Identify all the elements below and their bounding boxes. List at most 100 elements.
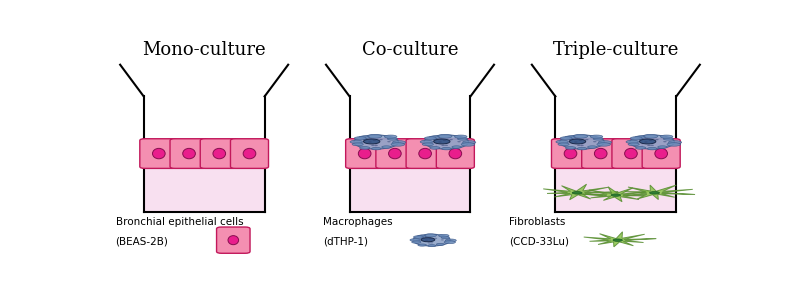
Text: Triple-culture: Triple-culture bbox=[553, 41, 679, 59]
Text: Macrophages: Macrophages bbox=[323, 217, 393, 227]
Ellipse shape bbox=[371, 145, 374, 146]
Ellipse shape bbox=[369, 138, 372, 139]
Ellipse shape bbox=[661, 135, 673, 138]
Ellipse shape bbox=[443, 140, 446, 141]
Ellipse shape bbox=[639, 139, 656, 144]
Ellipse shape bbox=[643, 134, 658, 138]
Ellipse shape bbox=[410, 239, 420, 241]
Ellipse shape bbox=[570, 139, 586, 144]
Ellipse shape bbox=[213, 148, 226, 159]
FancyBboxPatch shape bbox=[642, 139, 680, 168]
Ellipse shape bbox=[444, 241, 455, 244]
Ellipse shape bbox=[635, 147, 646, 149]
Ellipse shape bbox=[667, 143, 681, 146]
Ellipse shape bbox=[594, 148, 607, 159]
Ellipse shape bbox=[446, 239, 456, 242]
Ellipse shape bbox=[461, 143, 474, 146]
Ellipse shape bbox=[358, 148, 371, 159]
Ellipse shape bbox=[565, 136, 575, 138]
Ellipse shape bbox=[458, 141, 461, 142]
Ellipse shape bbox=[441, 239, 444, 240]
Ellipse shape bbox=[611, 194, 621, 196]
Ellipse shape bbox=[564, 148, 577, 159]
Ellipse shape bbox=[560, 135, 604, 149]
FancyBboxPatch shape bbox=[230, 139, 269, 168]
FancyBboxPatch shape bbox=[200, 139, 238, 168]
Ellipse shape bbox=[350, 140, 362, 143]
Ellipse shape bbox=[153, 148, 165, 159]
Ellipse shape bbox=[387, 138, 398, 140]
FancyBboxPatch shape bbox=[140, 139, 178, 168]
Ellipse shape bbox=[462, 141, 476, 144]
Ellipse shape bbox=[228, 235, 238, 245]
Ellipse shape bbox=[650, 145, 654, 146]
Ellipse shape bbox=[438, 134, 452, 138]
Ellipse shape bbox=[418, 235, 426, 237]
Ellipse shape bbox=[421, 238, 435, 242]
Ellipse shape bbox=[577, 145, 581, 146]
Polygon shape bbox=[543, 184, 618, 200]
Ellipse shape bbox=[359, 147, 370, 149]
Ellipse shape bbox=[585, 139, 589, 140]
Ellipse shape bbox=[649, 140, 652, 141]
Ellipse shape bbox=[598, 141, 611, 144]
Ellipse shape bbox=[430, 147, 440, 149]
Ellipse shape bbox=[663, 141, 666, 142]
Ellipse shape bbox=[413, 234, 450, 246]
Ellipse shape bbox=[391, 143, 405, 146]
Ellipse shape bbox=[445, 145, 448, 146]
Ellipse shape bbox=[379, 139, 382, 140]
Ellipse shape bbox=[442, 147, 451, 150]
Ellipse shape bbox=[560, 137, 572, 140]
Ellipse shape bbox=[434, 238, 437, 239]
Ellipse shape bbox=[428, 245, 436, 247]
Ellipse shape bbox=[574, 141, 578, 143]
Ellipse shape bbox=[454, 135, 467, 138]
Ellipse shape bbox=[436, 243, 444, 245]
FancyBboxPatch shape bbox=[376, 139, 414, 168]
Ellipse shape bbox=[572, 192, 582, 194]
Ellipse shape bbox=[429, 238, 432, 239]
Ellipse shape bbox=[580, 145, 584, 146]
Text: (CCD-33Lu): (CCD-33Lu) bbox=[510, 236, 570, 246]
Ellipse shape bbox=[558, 143, 569, 146]
Ellipse shape bbox=[385, 135, 397, 138]
Ellipse shape bbox=[420, 140, 433, 143]
Ellipse shape bbox=[639, 139, 642, 141]
Ellipse shape bbox=[647, 147, 657, 150]
Ellipse shape bbox=[441, 236, 450, 239]
Ellipse shape bbox=[449, 148, 462, 159]
Text: Co-culture: Co-culture bbox=[362, 41, 458, 59]
Ellipse shape bbox=[352, 143, 363, 146]
Ellipse shape bbox=[578, 147, 587, 150]
FancyBboxPatch shape bbox=[217, 227, 250, 253]
Ellipse shape bbox=[382, 146, 391, 148]
Text: Fibroblasts: Fibroblasts bbox=[510, 217, 566, 227]
Ellipse shape bbox=[418, 244, 426, 246]
Text: Mono-culture: Mono-culture bbox=[142, 41, 266, 59]
Ellipse shape bbox=[442, 145, 445, 146]
Ellipse shape bbox=[644, 141, 648, 143]
Ellipse shape bbox=[630, 137, 642, 140]
Polygon shape bbox=[584, 232, 656, 247]
Ellipse shape bbox=[424, 135, 469, 149]
Ellipse shape bbox=[425, 137, 437, 140]
Ellipse shape bbox=[587, 146, 597, 148]
Ellipse shape bbox=[628, 143, 639, 146]
FancyBboxPatch shape bbox=[582, 139, 620, 168]
Ellipse shape bbox=[421, 238, 424, 239]
Ellipse shape bbox=[368, 141, 372, 143]
Ellipse shape bbox=[630, 135, 674, 149]
Ellipse shape bbox=[452, 146, 462, 148]
FancyBboxPatch shape bbox=[551, 139, 590, 168]
Ellipse shape bbox=[438, 141, 442, 143]
Ellipse shape bbox=[387, 141, 390, 142]
FancyBboxPatch shape bbox=[436, 139, 474, 168]
Ellipse shape bbox=[593, 141, 597, 142]
Ellipse shape bbox=[354, 135, 398, 149]
Ellipse shape bbox=[663, 138, 674, 140]
Ellipse shape bbox=[669, 141, 682, 144]
Ellipse shape bbox=[635, 136, 646, 138]
Ellipse shape bbox=[597, 143, 610, 146]
Ellipse shape bbox=[425, 234, 437, 237]
